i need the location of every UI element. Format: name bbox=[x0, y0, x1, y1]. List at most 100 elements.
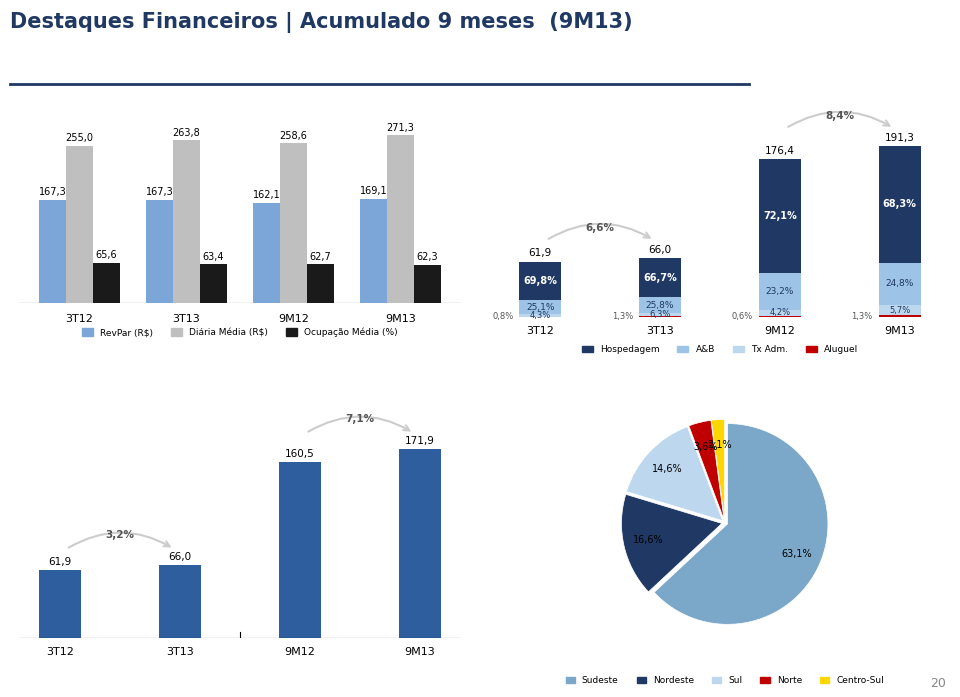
Text: 7,1%: 7,1% bbox=[346, 414, 374, 424]
Bar bbox=[360, 199, 387, 303]
Text: 9M13: 9M13 bbox=[884, 326, 915, 336]
Text: 66,7%: 66,7% bbox=[643, 273, 677, 283]
Text: 271,3: 271,3 bbox=[387, 123, 415, 133]
Text: 62,7: 62,7 bbox=[309, 252, 331, 262]
Bar bbox=[878, 315, 921, 317]
Text: 1,3%: 1,3% bbox=[852, 312, 873, 321]
Bar bbox=[878, 305, 921, 315]
Text: 4,2%: 4,2% bbox=[769, 308, 790, 317]
Text: 6,3%: 6,3% bbox=[649, 310, 671, 319]
Text: 160,5: 160,5 bbox=[285, 449, 315, 459]
Text: 176,4: 176,4 bbox=[765, 146, 795, 156]
Text: Indicadores Hoteleiros: Indicadores Hoteleiros bbox=[160, 79, 310, 92]
Bar bbox=[253, 203, 280, 303]
Text: 3T12: 3T12 bbox=[46, 647, 74, 657]
Text: 66,0: 66,0 bbox=[169, 552, 192, 562]
Legend: Sudeste, Nordeste, Sul, Norte, Centro-Sul: Sudeste, Nordeste, Sul, Norte, Centro-Su… bbox=[562, 673, 888, 689]
Bar bbox=[759, 273, 801, 309]
Text: 3T13: 3T13 bbox=[166, 647, 194, 657]
Bar bbox=[173, 140, 200, 303]
Text: 3T13: 3T13 bbox=[646, 326, 674, 336]
Text: 63,1%: 63,1% bbox=[781, 549, 812, 559]
Text: 25,8%: 25,8% bbox=[646, 300, 674, 309]
Bar bbox=[387, 135, 414, 303]
Bar bbox=[279, 462, 321, 638]
Text: 9M13: 9M13 bbox=[404, 647, 435, 657]
Text: Receita Líquida por Região (%): Receita Líquida por Região (%) bbox=[617, 372, 823, 385]
Text: 3T12: 3T12 bbox=[65, 314, 93, 324]
Text: 16,6%: 16,6% bbox=[634, 535, 664, 546]
Bar bbox=[66, 146, 93, 303]
Bar bbox=[414, 265, 441, 303]
Bar bbox=[39, 570, 82, 638]
Legend: RevPar (R$), Diária Média (R$), Ocupação Média (%): RevPar (R$), Diária Média (R$), Ocupação… bbox=[79, 324, 401, 341]
Text: 65,6: 65,6 bbox=[95, 250, 117, 260]
Text: 24,8%: 24,8% bbox=[885, 279, 914, 289]
Text: 0,6%: 0,6% bbox=[732, 312, 753, 321]
Text: 5,7%: 5,7% bbox=[889, 305, 910, 314]
Text: 3T12: 3T12 bbox=[526, 326, 554, 336]
Text: 6,6%: 6,6% bbox=[586, 223, 614, 233]
Bar bbox=[93, 263, 120, 303]
Text: 171,9: 171,9 bbox=[405, 436, 435, 446]
Bar bbox=[146, 200, 173, 303]
Text: 3T13: 3T13 bbox=[173, 314, 201, 324]
Text: 25,1%: 25,1% bbox=[526, 303, 555, 312]
Text: 4,3%: 4,3% bbox=[530, 311, 551, 320]
Text: 20: 20 bbox=[929, 677, 946, 689]
Wedge shape bbox=[621, 494, 722, 592]
Text: 8,4%: 8,4% bbox=[826, 111, 854, 121]
Text: Receita Operacional Bruta (R$ milhões): Receita Operacional Bruta (R$ milhões) bbox=[588, 79, 852, 92]
Bar bbox=[878, 263, 921, 305]
Bar bbox=[398, 450, 441, 638]
Text: 9M12: 9M12 bbox=[278, 314, 309, 324]
Text: 23,2%: 23,2% bbox=[766, 286, 794, 296]
Text: 167,3: 167,3 bbox=[146, 187, 174, 197]
Bar bbox=[519, 314, 562, 316]
Bar bbox=[39, 200, 66, 303]
Text: 255,0: 255,0 bbox=[65, 133, 93, 143]
Text: 258,6: 258,6 bbox=[279, 131, 307, 141]
Bar bbox=[159, 565, 201, 638]
Text: 9M12: 9M12 bbox=[764, 326, 795, 336]
Text: 162,1: 162,1 bbox=[252, 190, 280, 201]
Text: 191,3: 191,3 bbox=[885, 132, 915, 143]
Text: 61,9: 61,9 bbox=[529, 248, 552, 258]
Bar bbox=[639, 298, 681, 313]
Bar bbox=[759, 160, 801, 273]
Text: 1,3%: 1,3% bbox=[612, 312, 633, 321]
Text: 69,8%: 69,8% bbox=[523, 276, 557, 286]
Bar bbox=[200, 264, 227, 303]
Text: 167,3: 167,3 bbox=[38, 187, 66, 197]
Text: 3,6%: 3,6% bbox=[693, 442, 718, 452]
Bar bbox=[759, 309, 801, 316]
Bar bbox=[280, 144, 307, 303]
Text: 263,8: 263,8 bbox=[173, 128, 201, 137]
Bar bbox=[878, 146, 921, 263]
Text: 2,1%: 2,1% bbox=[708, 440, 732, 450]
Bar bbox=[519, 300, 562, 314]
Text: 63,4: 63,4 bbox=[203, 252, 224, 261]
Bar bbox=[639, 316, 681, 317]
Legend: Hospedagem, A&B, Tx Adm., Aluguel: Hospedagem, A&B, Tx Adm., Aluguel bbox=[578, 342, 862, 358]
Text: 0,8%: 0,8% bbox=[492, 312, 514, 321]
Text: 169,1: 169,1 bbox=[360, 186, 388, 196]
Bar bbox=[639, 258, 681, 298]
Text: 68,3%: 68,3% bbox=[883, 199, 917, 209]
Text: Destaques Financeiros | Acumulado 9 meses  (9M13): Destaques Financeiros | Acumulado 9 mese… bbox=[10, 12, 633, 33]
Wedge shape bbox=[711, 420, 725, 520]
Wedge shape bbox=[654, 424, 828, 625]
Bar bbox=[759, 316, 801, 317]
Text: 72,1%: 72,1% bbox=[763, 211, 797, 221]
Bar bbox=[307, 264, 334, 303]
Text: 61,9: 61,9 bbox=[49, 557, 72, 567]
Wedge shape bbox=[689, 420, 724, 520]
Text: 66,0: 66,0 bbox=[649, 245, 672, 254]
Text: 9M12: 9M12 bbox=[284, 647, 315, 657]
Wedge shape bbox=[627, 427, 723, 521]
Text: 9M13: 9M13 bbox=[385, 314, 416, 324]
Text: 14,6%: 14,6% bbox=[653, 464, 683, 474]
Bar bbox=[639, 313, 681, 316]
Text: 62,3: 62,3 bbox=[417, 252, 438, 262]
Bar bbox=[519, 262, 562, 300]
